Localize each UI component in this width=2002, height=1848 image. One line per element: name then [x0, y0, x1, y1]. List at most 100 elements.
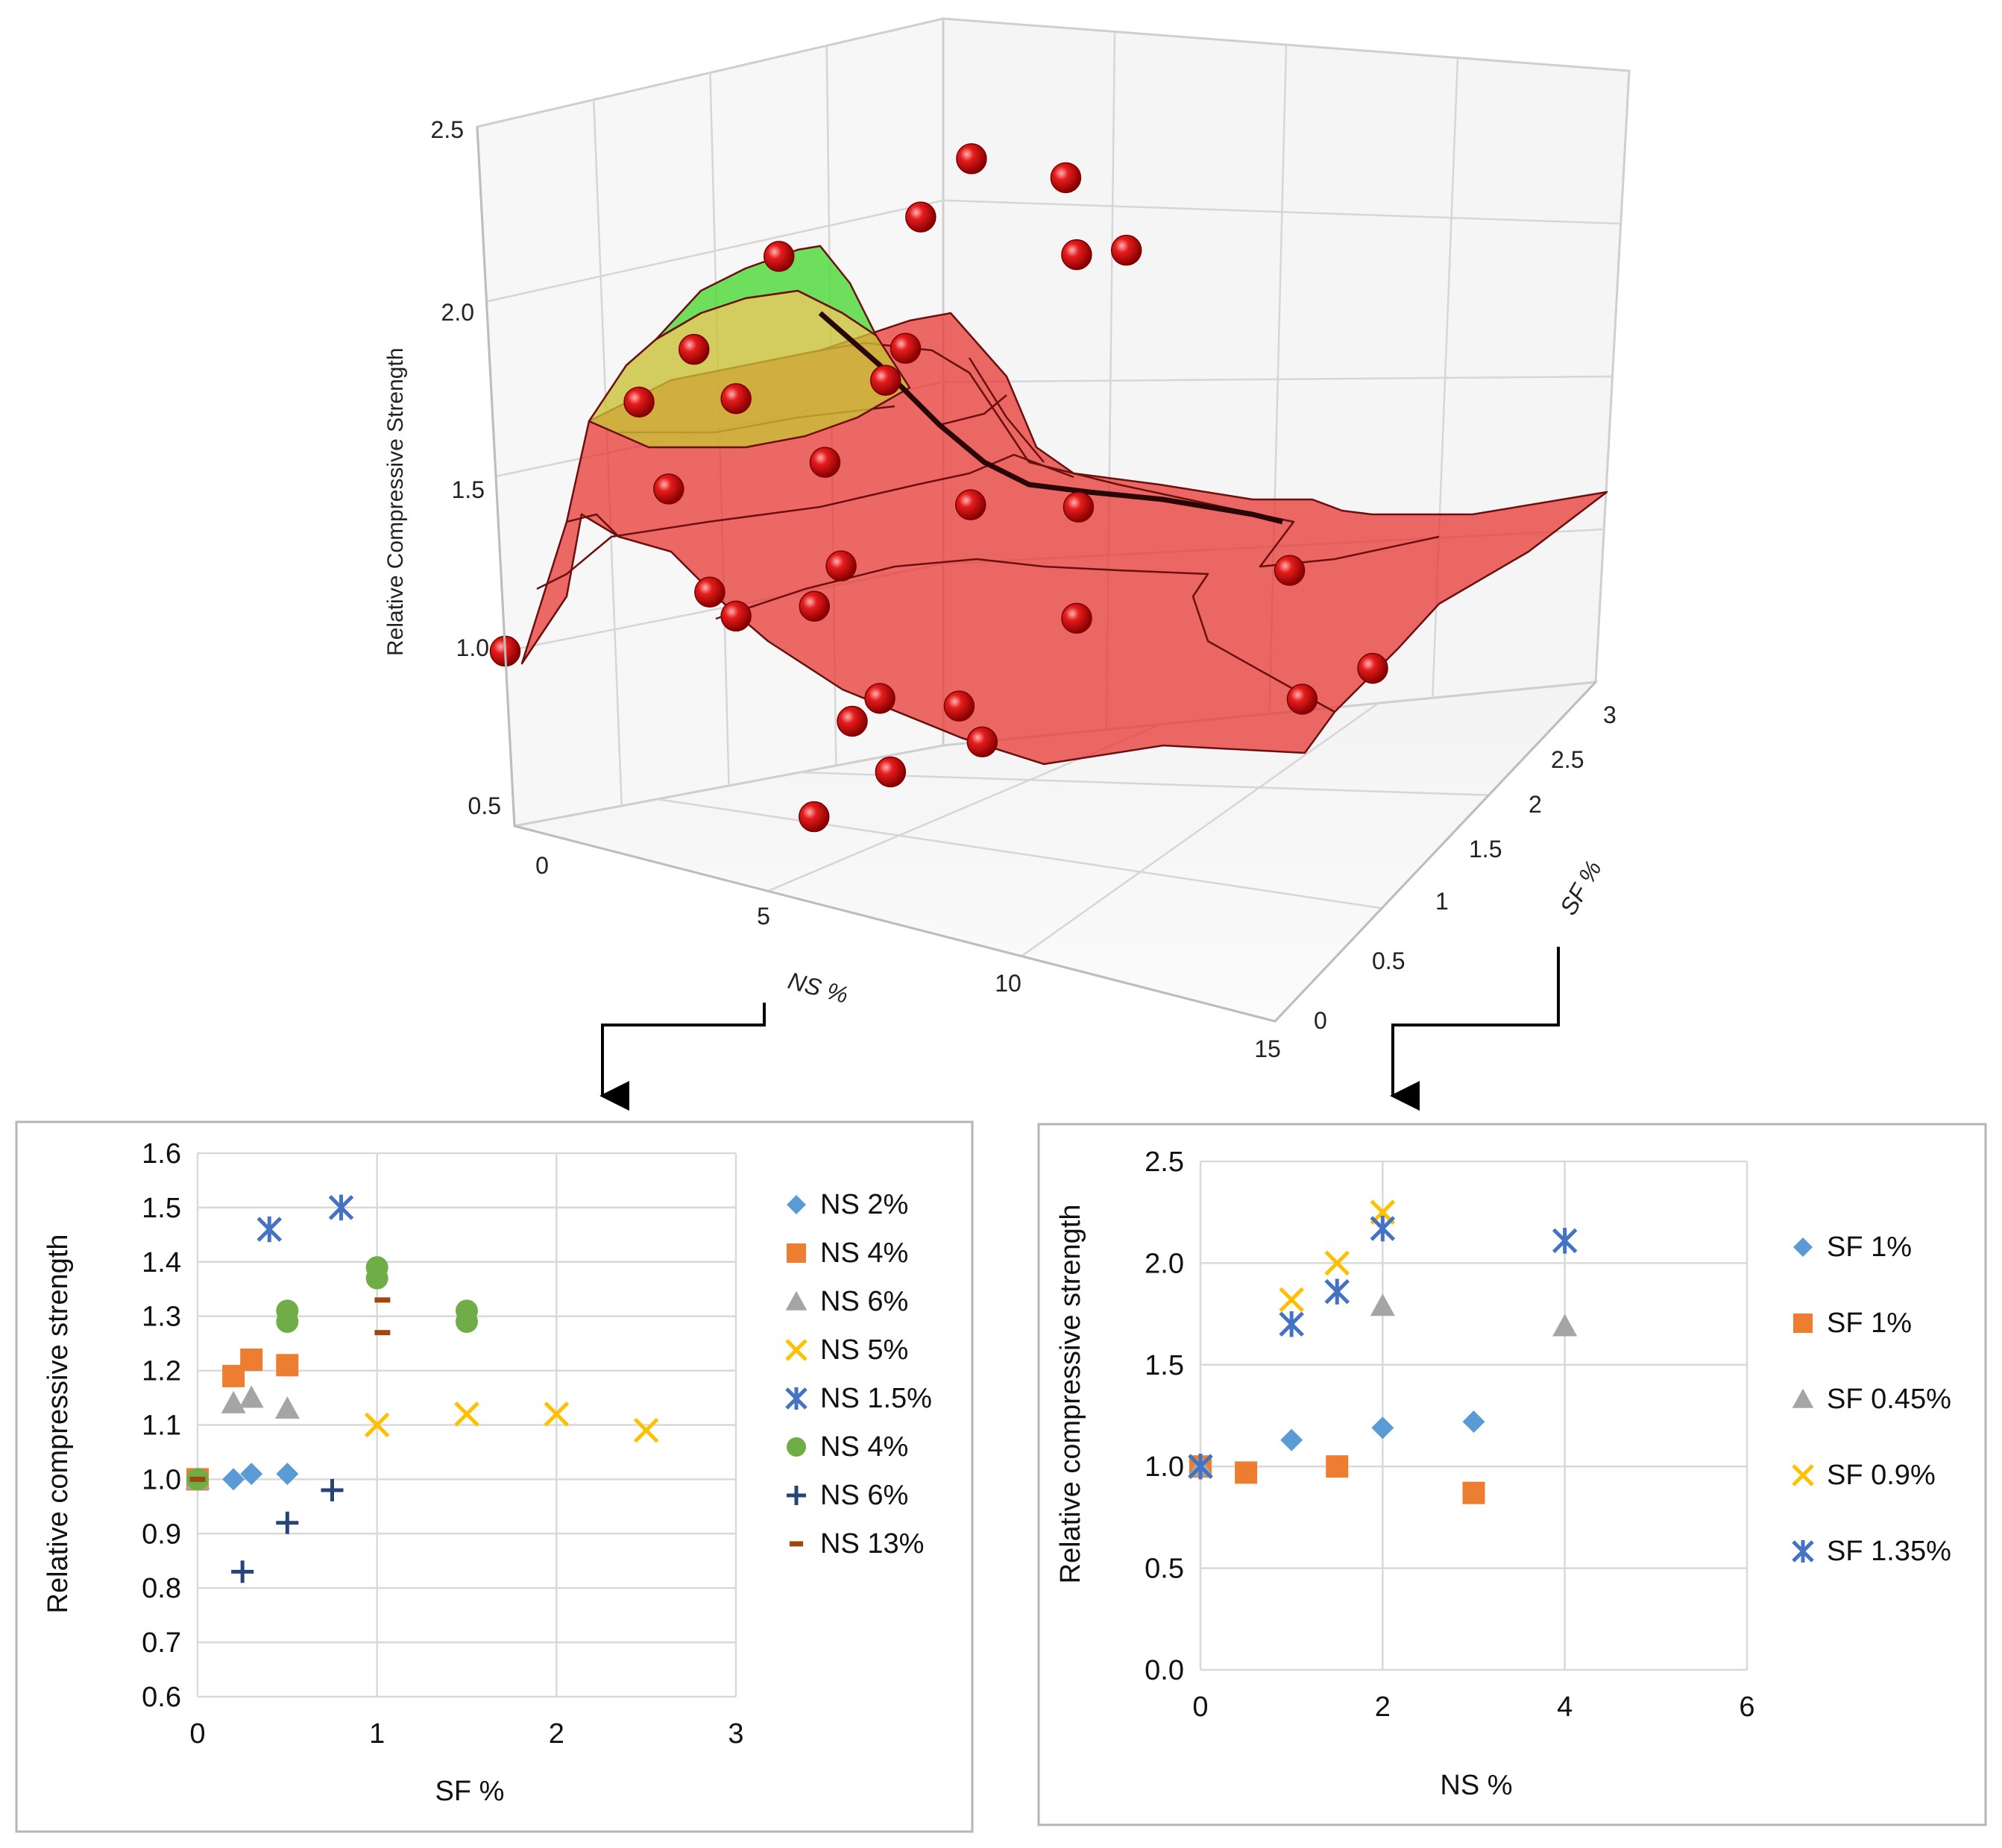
data-point-3d: [837, 705, 868, 737]
y-tick-label: 1.5: [142, 1193, 181, 1224]
y-tick-labels: 0.6 0.7 0.8 0.9 1.0 1.1 1.2 1.3 1.4 1.5 1.6: [142, 1138, 181, 1713]
data-point: [1279, 1311, 1304, 1337]
data-points-3d: [489, 143, 1388, 833]
data-point-3d: [1357, 652, 1388, 684]
legend-label: NS 6%: [820, 1286, 908, 1317]
legend-label: NS 6%: [820, 1480, 908, 1511]
legend-label: NS 5%: [820, 1334, 908, 1366]
legend-marker: [1793, 1237, 1813, 1257]
data-point: [240, 1463, 263, 1486]
data-point-3d: [1274, 555, 1306, 586]
data-point: [1279, 1287, 1304, 1313]
data-point: [328, 1194, 354, 1221]
data-point-3d: [875, 756, 907, 788]
data-point-3d: [825, 550, 857, 581]
y-tick-label: 0.9: [142, 1519, 181, 1550]
legend-label: NS 2%: [820, 1189, 908, 1220]
legend-label: SF 0.45%: [1827, 1384, 1951, 1415]
data-point-3d: [1061, 239, 1092, 271]
data-point: [454, 1401, 479, 1427]
y-tick-label: 1.2: [142, 1356, 181, 1387]
z-tick-labels: 2.5 2.0 1.5 1.0 0.5: [431, 116, 501, 819]
x-tick-label: 6: [1739, 1691, 1754, 1723]
y-tick-label: 1.0: [142, 1464, 181, 1495]
data-point: [1370, 1215, 1396, 1242]
data-marks: [185, 1194, 659, 1583]
y-tick-label: 0.6: [142, 1682, 181, 1713]
legend-label: NS 4%: [820, 1237, 908, 1269]
grid-line: [942, 199, 1621, 225]
connector-arrows: [599, 947, 1560, 1111]
data-point: [1235, 1461, 1258, 1484]
grid-line: [657, 798, 1382, 909]
x-tick-label: 2: [549, 1718, 564, 1750]
x-axis-title: NS %: [785, 967, 851, 1009]
x-tick-label: 0: [189, 1718, 205, 1750]
x-tick-label: 0: [535, 852, 549, 879]
ns-scatter-chart: 0.0 0.5 1.0 1.5 2.0 2.5 0 2 4 6 Relative compres…: [1037, 1123, 1987, 1826]
data-point-3d: [623, 386, 655, 418]
data-point-3d: [943, 690, 975, 722]
y-axis-title: SF %: [1555, 856, 1607, 919]
y-tick-label: 3: [1603, 701, 1617, 728]
y-tick-label: 0.7: [142, 1627, 181, 1659]
legend-marker: [787, 1486, 806, 1505]
y-axis-line: [1274, 681, 1597, 1023]
data-point-3d: [890, 332, 922, 365]
surface-green-region: [655, 245, 878, 341]
legend-marker: [785, 1339, 808, 1361]
legend-label: SF 1.35%: [1827, 1536, 1951, 1567]
legend-marker: [787, 1243, 806, 1263]
z-axis-line: [476, 126, 516, 827]
y-tick-label: 2.0: [1145, 1248, 1184, 1279]
x-tick-label: 1: [369, 1718, 385, 1750]
data-point: [364, 1412, 390, 1438]
x-tick-label: 15: [1254, 1035, 1281, 1062]
data-point: [1188, 1453, 1213, 1480]
data-point: [276, 1299, 299, 1322]
data-point-3d: [870, 365, 901, 396]
data-point: [1462, 1410, 1485, 1434]
data-point-3d: [720, 600, 752, 632]
y-tick-label: 0.0: [1145, 1655, 1184, 1686]
legend-marker: [1792, 1464, 1814, 1486]
data-point: [276, 1354, 299, 1377]
y-tick-label: 0.8: [142, 1573, 181, 1604]
legend-label: NS 13%: [820, 1528, 924, 1560]
sf-scatter-chart: 0.6 0.7 0.8 0.9 1.0 1.1 1.2 1.3 1.4 1.5 1.6 0 1 2 3 R…: [15, 1120, 974, 1833]
legend-marker: [785, 1290, 808, 1311]
data-point: [456, 1299, 478, 1322]
data-point-3d: [1286, 684, 1318, 715]
legend-label: NS 4%: [820, 1431, 908, 1463]
y-tick-label: 1.3: [142, 1302, 181, 1333]
data-point: [1370, 1293, 1395, 1316]
legend: SF 1% SF 1% SF 0.45% SF 0.9% SF 1.35%: [1792, 1232, 1951, 1567]
y-tick-label: 1.6: [142, 1138, 181, 1170]
data-marks: [1188, 1199, 1578, 1504]
data-point-3d: [1050, 162, 1082, 194]
x-tick-label: 3: [728, 1718, 743, 1750]
grid-line: [942, 375, 1613, 383]
x-tick-labels: 0 5 10 15: [535, 852, 1281, 1062]
y-tick-label: 2.5: [1145, 1147, 1184, 1178]
z-tick-label: 2.5: [431, 116, 464, 143]
legend-marker: [1792, 1540, 1814, 1562]
x-tick-label: 4: [1557, 1691, 1573, 1723]
y-tick-label: 1.5: [1469, 836, 1502, 862]
legend-label: SF 1%: [1827, 1232, 1912, 1263]
data-point-3d: [799, 801, 830, 833]
legend-marker: [785, 1387, 808, 1410]
x-axis-title: NS %: [1440, 1770, 1512, 1801]
legend-marker: [1793, 1314, 1813, 1333]
chart-frame: [15, 1120, 974, 1833]
y-tick-label: 2.5: [1551, 746, 1584, 773]
y-tick-label: 0.5: [1145, 1554, 1184, 1585]
y-tick-label: 1.4: [142, 1247, 181, 1278]
data-point-3d: [720, 383, 752, 414]
data-point-3d: [653, 473, 684, 505]
data-point: [544, 1401, 570, 1427]
z-tick-label: 1.0: [456, 634, 489, 661]
arrow-left: [599, 1003, 766, 1111]
data-point: [1462, 1481, 1485, 1504]
